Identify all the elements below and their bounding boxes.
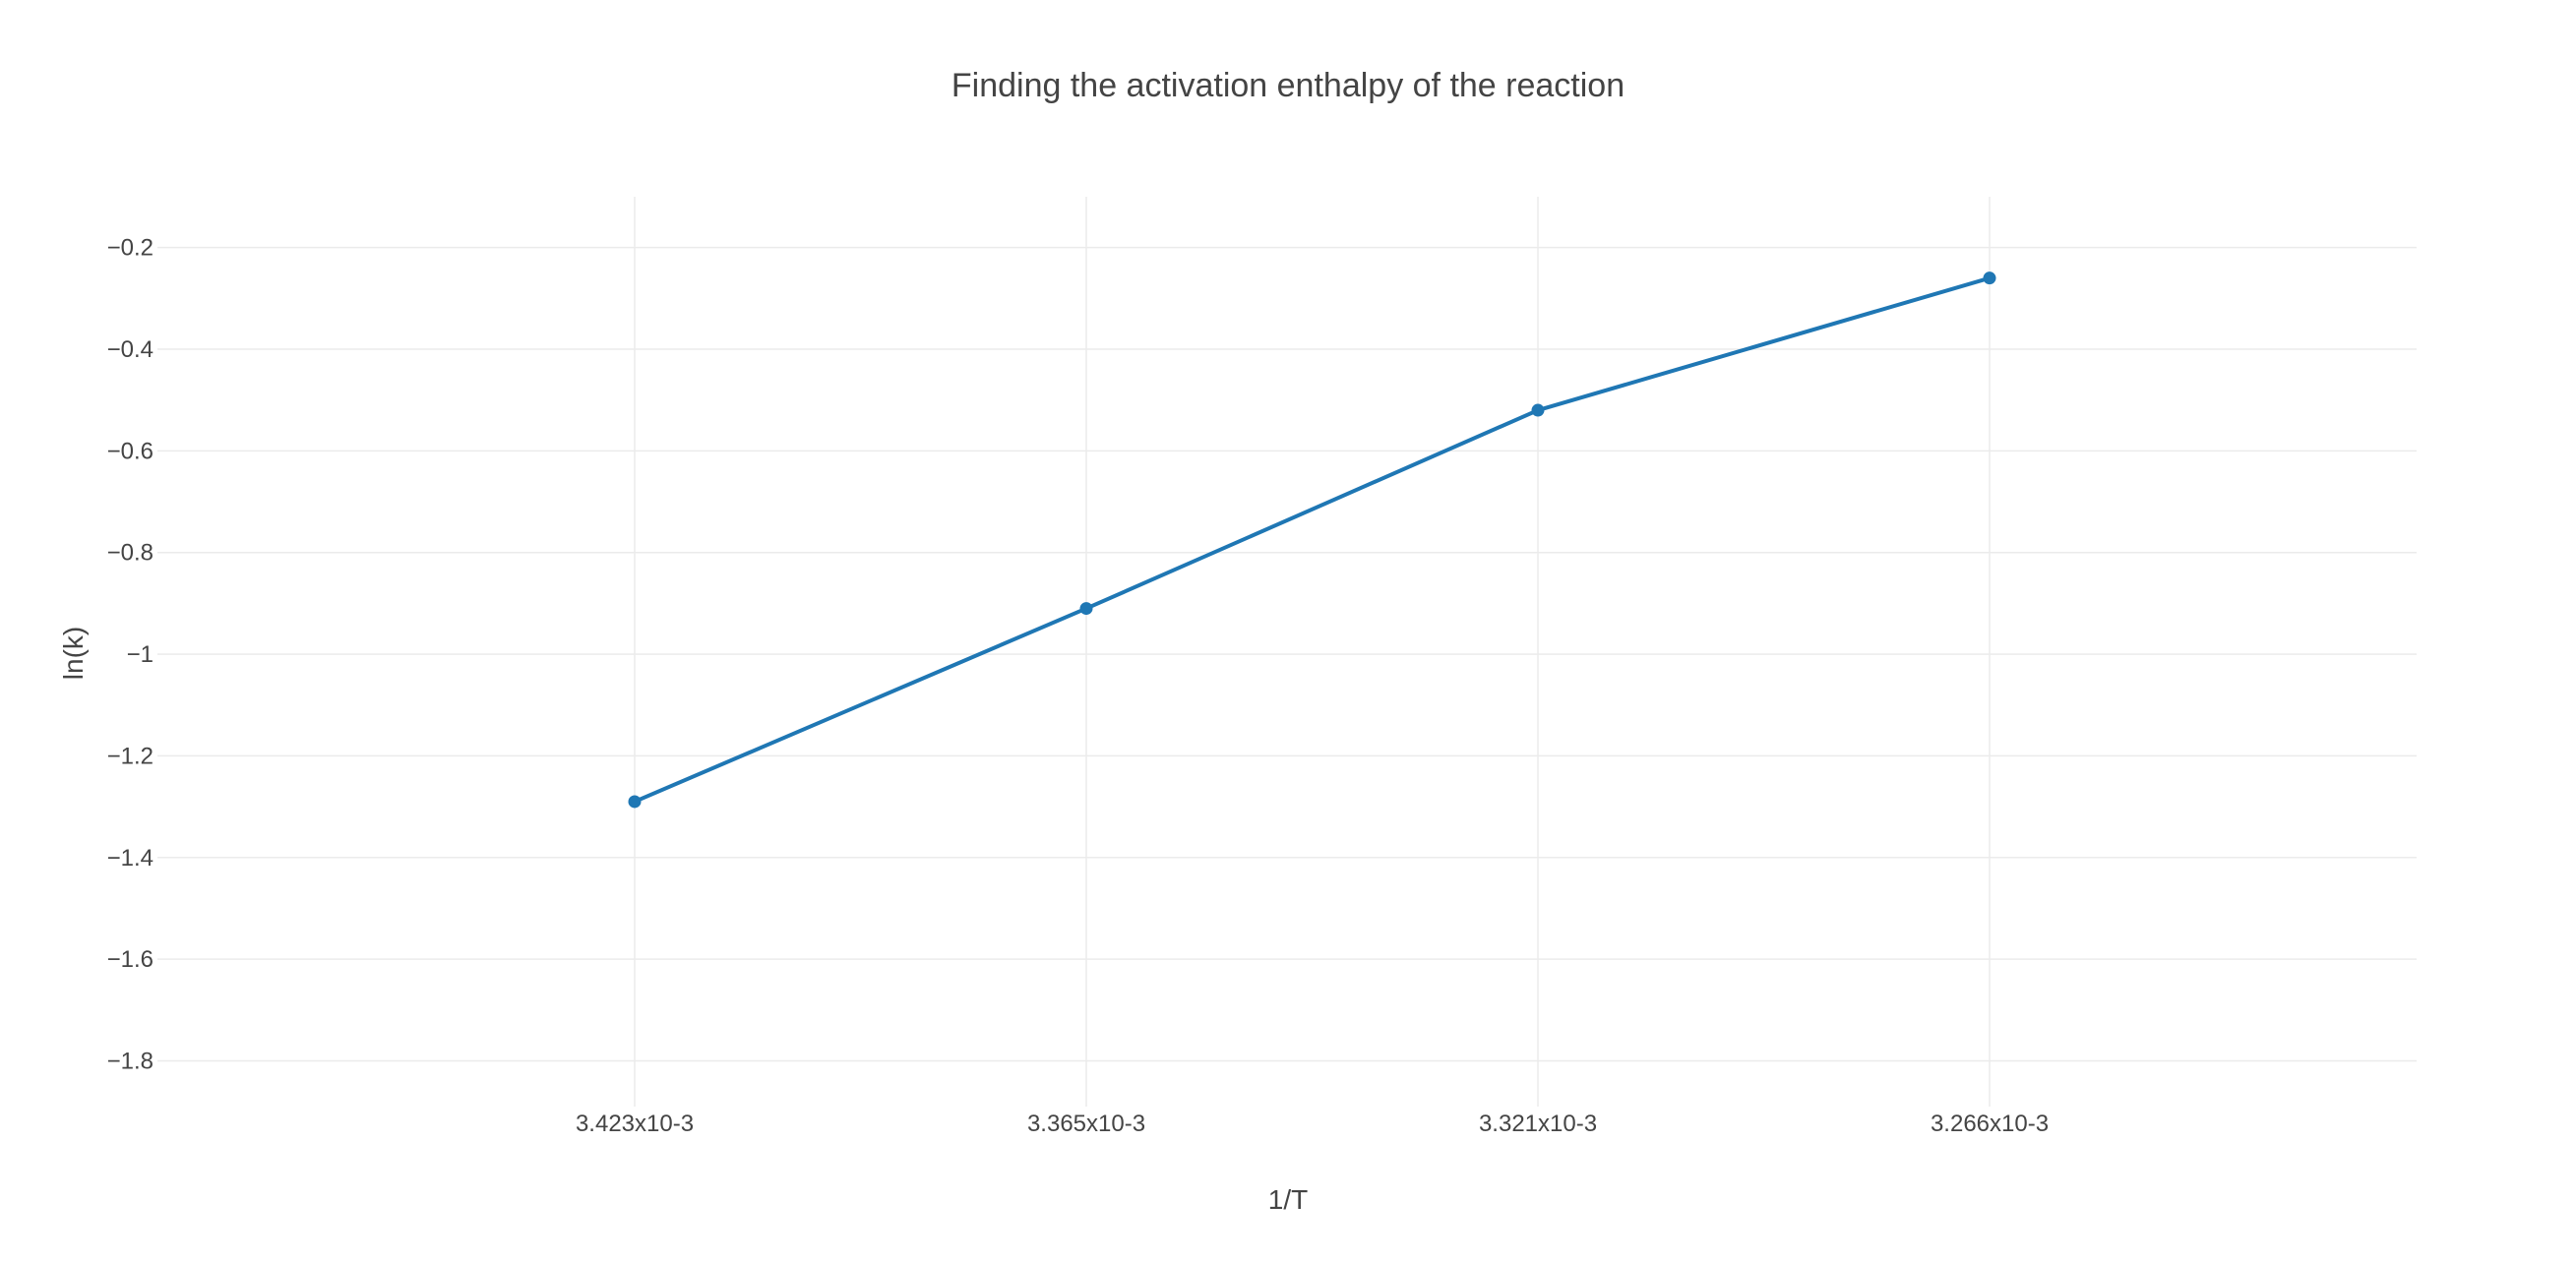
data-point[interactable] bbox=[628, 795, 642, 809]
y-tick-label: −0.2 bbox=[107, 235, 153, 262]
y-tick-label: −0.4 bbox=[107, 336, 153, 363]
y-tick-label: −1.2 bbox=[107, 743, 153, 769]
y-tick-label: −1.4 bbox=[107, 845, 153, 872]
y-axis-title: ln(k) bbox=[58, 627, 89, 680]
y-tick-label: −1.6 bbox=[107, 946, 153, 973]
x-tick-label: 3.321x10-3 bbox=[1479, 1111, 1597, 1137]
data-point[interactable] bbox=[1079, 602, 1093, 616]
data-point[interactable] bbox=[1531, 403, 1545, 417]
y-tick-label: −0.8 bbox=[107, 540, 153, 567]
x-axis-ticks: 3.423x10-3 3.365x10-3 3.321x10-3 3.266x10-3 bbox=[576, 1111, 2049, 1137]
x-tick-label: 3.365x10-3 bbox=[1027, 1111, 1145, 1137]
y-tick-label: −1 bbox=[127, 641, 153, 668]
gridlines bbox=[157, 197, 2417, 1107]
data-point[interactable] bbox=[1983, 271, 1996, 285]
y-tick-label: −0.6 bbox=[107, 438, 153, 464]
x-axis-title: 1/T bbox=[1268, 1184, 1308, 1215]
chart-title: Finding the activation enthalpy of the r… bbox=[951, 67, 1625, 104]
series-line bbox=[633, 275, 1992, 804]
series-points bbox=[628, 271, 1996, 809]
x-tick-label: 3.423x10-3 bbox=[576, 1111, 694, 1137]
x-tick-label: 3.266x10-3 bbox=[1931, 1111, 2049, 1137]
y-axis-ticks: −1.8 −1.6 −1.4 −1.2 −1 −0.8 −0.6 −0.4 −0.2 bbox=[107, 235, 153, 1075]
series-lines bbox=[633, 275, 1992, 804]
y-tick-label: −1.8 bbox=[107, 1048, 153, 1074]
